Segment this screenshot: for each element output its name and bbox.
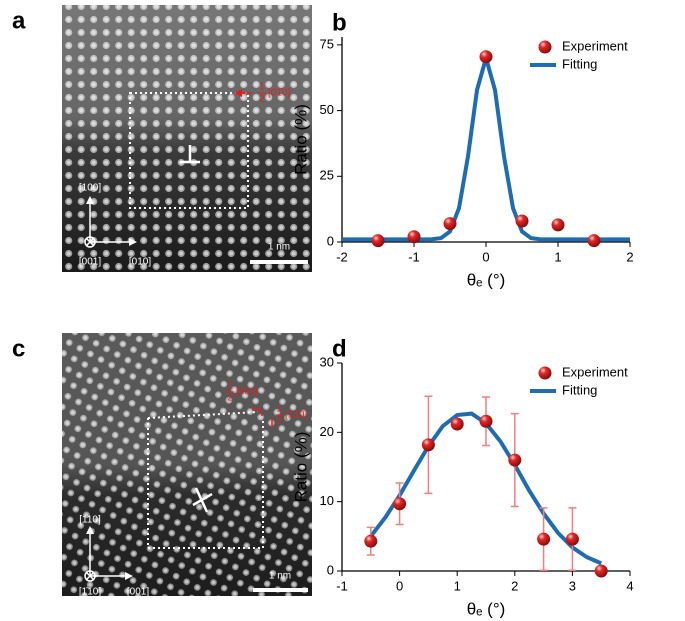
y-tick-label: 30 bbox=[320, 354, 334, 369]
data-point bbox=[393, 497, 407, 511]
y-tick-label: 0 bbox=[327, 562, 334, 577]
data-point bbox=[537, 532, 551, 546]
direction: [110] bbox=[79, 515, 101, 526]
y-tick-label: 50 bbox=[320, 102, 334, 117]
x-tick-label: -2 bbox=[336, 249, 348, 264]
panel-label: c bbox=[12, 335, 25, 362]
fit-line bbox=[342, 50, 630, 242]
x-tick-label: 4 bbox=[626, 578, 633, 593]
x-axis-label: θₑ (°) bbox=[467, 599, 506, 618]
panel-label: a bbox=[12, 7, 26, 34]
burgers-den: 2 bbox=[276, 416, 282, 427]
legend-label: Experiment bbox=[562, 364, 628, 379]
legend-label: Fitting bbox=[562, 382, 597, 397]
data-point bbox=[594, 564, 608, 578]
data-point bbox=[565, 532, 579, 546]
legend-marker bbox=[538, 366, 552, 380]
burgers-num: 1 bbox=[276, 404, 282, 415]
x-tick-label: 2 bbox=[511, 578, 518, 593]
legend-label: Experiment bbox=[562, 38, 628, 53]
panel-label: d bbox=[332, 335, 347, 362]
micrograph-c bbox=[62, 333, 312, 596]
direction: [001] bbox=[127, 587, 149, 598]
x-tick-label: -1 bbox=[408, 249, 420, 264]
burgers-vector: [01̄0] bbox=[268, 88, 290, 99]
y-tick-label: 20 bbox=[320, 424, 334, 439]
x-tick-label: 2 bbox=[626, 249, 633, 264]
scale-label: 1 nm bbox=[269, 571, 291, 582]
y-tick-label: 25 bbox=[320, 168, 334, 183]
y-axis-label: Ratio (%) bbox=[291, 432, 310, 503]
burgers-num: 1 bbox=[259, 82, 265, 93]
x-axis-label: θₑ (°) bbox=[467, 270, 506, 289]
data-point bbox=[371, 234, 385, 248]
direction: [001] bbox=[79, 257, 101, 268]
x-tick-label: 0 bbox=[482, 249, 489, 264]
burgers-vector: [001] bbox=[236, 387, 258, 398]
y-axis-label: Ratio (%) bbox=[291, 104, 310, 175]
x-tick-label: 3 bbox=[569, 578, 576, 593]
direction: [010] bbox=[129, 257, 151, 268]
data-point bbox=[479, 414, 493, 428]
legend-marker bbox=[538, 40, 552, 54]
data-point bbox=[515, 214, 529, 228]
panel-label: b bbox=[332, 9, 347, 36]
y-tick-label: 75 bbox=[320, 36, 334, 51]
data-point bbox=[551, 218, 565, 232]
data-point bbox=[479, 50, 493, 64]
x-tick-label: 0 bbox=[396, 578, 403, 593]
burgers-vector: [1̄10] bbox=[285, 410, 307, 421]
direction: [1̄10] bbox=[79, 587, 101, 598]
data-point bbox=[587, 234, 601, 248]
x-tick-label: 1 bbox=[454, 578, 461, 593]
burgers-num: 1 bbox=[227, 381, 233, 392]
y-tick-label: 0 bbox=[327, 233, 334, 248]
data-point bbox=[450, 417, 464, 431]
data-point bbox=[407, 230, 421, 244]
data-point bbox=[443, 217, 457, 231]
x-tick-label: -1 bbox=[336, 578, 348, 593]
micrograph-a bbox=[62, 5, 312, 272]
data-point bbox=[364, 534, 378, 548]
burgers-den: 2 bbox=[259, 94, 265, 105]
scale-label: 1 nm bbox=[268, 242, 290, 253]
data-point bbox=[421, 438, 435, 452]
y-tick-label: 10 bbox=[320, 493, 334, 508]
direction: [100] bbox=[79, 183, 101, 194]
data-point bbox=[508, 453, 522, 467]
burgers-den: 2 bbox=[227, 393, 233, 404]
x-tick-label: 1 bbox=[554, 249, 561, 264]
legend-label: Fitting bbox=[562, 56, 597, 71]
